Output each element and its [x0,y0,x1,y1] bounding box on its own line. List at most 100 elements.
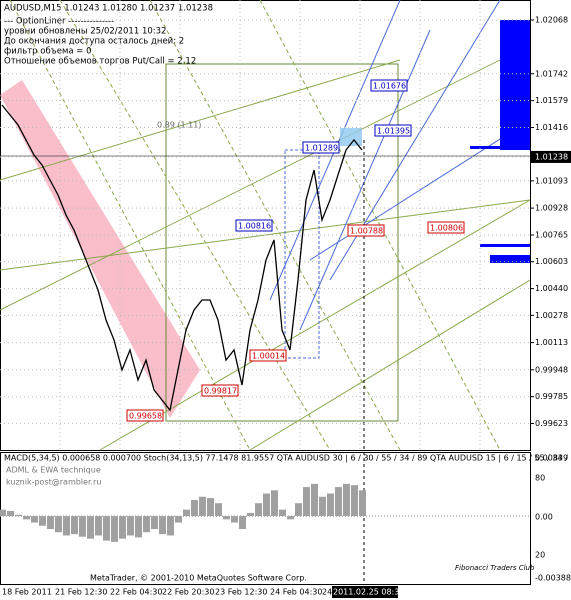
price-label-box [370,79,408,92]
macd-bar [39,516,46,526]
y-tick-label: 1.01093 [535,176,568,185]
macd-bar [175,516,182,523]
macd-bar [23,516,30,520]
macd-bar [319,496,326,517]
y-tick-label: 1.00113 [535,338,568,347]
y-tick-label: 0.99623 [535,419,568,428]
price-label: 1.01676 [373,82,406,91]
cursor-date-box [332,586,398,598]
macd-bar [95,516,102,536]
price-label-box [249,349,287,362]
macd-bar [55,516,62,533]
x-tick-label: 24 Feb 04:30 [270,588,322,597]
price-label-box [374,124,412,137]
fib-box [165,63,399,422]
price-highlight [531,150,571,163]
y-tick-label: 1.01416 [535,123,568,132]
price-label-box [126,409,164,422]
macd-bar [183,509,190,517]
macd-bar [199,496,206,517]
copyright: MetaTrader, © 2001-2010 MetaQuotes Softw… [90,574,307,583]
macd-bar [71,516,78,535]
y-tick-label: 1.02068 [535,15,568,24]
macd-bar [47,516,54,529]
indicator-axis-label: -0.00388 [535,574,571,583]
y-tick-label: 1.01238 [535,152,568,161]
macd-bar [111,516,118,542]
x-tick-label: 21 Feb 12:30 [55,588,107,597]
macd-bar [7,510,14,517]
macd-bar [127,516,134,536]
macd-bar [263,493,270,517]
price-label-box [427,221,465,234]
x-tick-label: 18 Feb 2011 [2,588,52,597]
price-label: 0.99817 [204,387,237,396]
title: AUDUSD,M15 1.01243 1.01280 1.01237 1.012… [4,4,213,14]
macd-bar [351,485,358,517]
y-tick-label: 1.01742 [535,69,568,78]
macd-bar [87,516,94,539]
fib-note: 0.89 (1.11) [157,121,201,130]
macd-bar [143,516,150,533]
macd-bar [311,483,318,517]
indicator-title: MACD(5,34,5) 0.000658 0.000700 Stoch(34,… [4,454,571,463]
info-line: уровни обновлены 25/02/2011 10:32 [4,27,166,37]
x-tick-label: 2011.02.25 08:39 [333,588,404,597]
macd-bar [63,516,70,536]
macd-bar [303,487,310,517]
price-label: 1.01289 [305,144,338,153]
info-line: --- OptionLiner --------------- [4,17,114,27]
zone [340,128,362,146]
price-label: 0.99658 [129,412,162,421]
y-tick-label: 1.00765 [535,230,568,239]
y-tick-label: 1.00278 [535,311,568,320]
macd-bar [295,503,302,517]
indicator-axis-label: 80 [535,474,545,483]
price-label-box [302,141,340,154]
price-label-box [201,384,239,397]
macd-bar [255,503,262,517]
info-line: фильтр объема = 0 [4,47,92,57]
macd-bar [167,516,174,536]
price-label: 1.00816 [238,222,271,231]
y-tick-label: 0.99785 [535,392,568,401]
y-tick-label: 1.01579 [535,96,568,105]
macd-bar [271,490,278,517]
macd-bar [231,516,238,523]
green-fans [0,44,531,451]
macd-bar [223,516,230,520]
macd-bar [343,483,350,517]
macd-bar [327,493,334,517]
macd-bar [215,503,222,517]
x-tick-label: 22 Feb 20:30 [162,588,214,597]
macd-bar [335,487,342,517]
price-label: 1.00014 [252,352,285,361]
indicator-pane [0,452,531,585]
price-label: 1.00788 [350,227,383,236]
macd-bar [359,490,366,517]
y-tick-label: 1.00440 [535,284,568,293]
indicator-note: kuznik-post@rambler.ru [6,478,101,487]
macd-bar [159,516,166,535]
macd-bar [15,514,22,517]
macd-bar [191,499,198,517]
indicator-note: ADML & EWA technique [6,466,101,475]
macd-bar [207,498,214,517]
macd-bar [103,516,110,541]
indicator-axis-label: 20 [535,551,545,560]
macd-bar [151,516,158,529]
indicator-axis-label: 0.00839 [535,454,568,463]
price-label: 1.00806 [430,224,463,233]
price-line [1,104,363,412]
macd-bar [31,516,38,523]
x-tick-label: 23 Feb 12:30 [215,588,267,597]
volume-profile [470,20,530,263]
y-tick-label: 1.00603 [535,257,568,266]
macd-bar [79,516,86,537]
price-label-box [235,219,273,232]
watermark: Fibonacci Traders Club [455,564,535,572]
macd-bar [247,512,254,517]
price-label-box [347,224,385,237]
